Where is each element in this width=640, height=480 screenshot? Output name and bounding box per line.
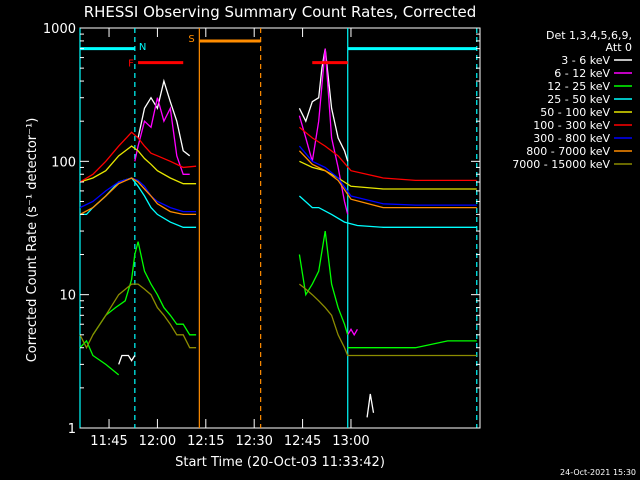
series-7000-15000-kev: [79, 283, 477, 357]
night-label: N: [139, 42, 146, 53]
series-line: [298, 48, 349, 215]
series-line: [79, 177, 197, 213]
annotation-group: NF S: [80, 34, 477, 70]
x-tick-label: 11:45: [90, 434, 127, 449]
y-axis-ticks: 1 10 100 1000: [43, 22, 480, 437]
series-100-300-kev: [79, 126, 477, 183]
series-line: [347, 328, 358, 337]
plot-frame: [79, 27, 481, 429]
series-line: [79, 145, 197, 185]
series-line: [92, 241, 197, 336]
series-line: [298, 230, 349, 335]
x-tick-label: 12:45: [284, 434, 321, 449]
legend-label: 12 - 25 keV: [547, 80, 610, 93]
series-line: [298, 195, 477, 228]
x-axis-ticks: 11:45 12:00 12:15 12:30 12:45 13:00: [90, 28, 370, 449]
series-25-50-kev: [80, 177, 477, 228]
legend-label: 3 - 6 keV: [561, 54, 610, 67]
series-12-25-kev: [79, 230, 477, 376]
series-line: [137, 78, 191, 157]
y-tick-label: 100: [51, 155, 76, 170]
series-line: [347, 340, 477, 349]
series-line: [79, 177, 197, 216]
series-line: [298, 150, 477, 209]
series-line: [134, 97, 190, 175]
y-tick-label: 10: [59, 289, 76, 304]
y-axis-label: Corrected Count Rate (s⁻¹ detector⁻¹): [25, 118, 40, 363]
legend-label: 7000 - 15000 keV: [512, 158, 610, 171]
x-tick-label: 12:15: [187, 434, 224, 449]
chart-title: RHESSI Observing Summary Count Rates, Co…: [84, 3, 477, 21]
x-tick-label: 12:30: [235, 434, 272, 449]
plot-border: [79, 27, 481, 429]
y-tick-label: 1: [68, 422, 76, 437]
series-line: [298, 48, 349, 162]
series-line: [366, 393, 375, 418]
legend-label: 800 - 7000 keV: [526, 145, 610, 158]
series-3-6-kev: [118, 48, 375, 418]
legend-header: Det 1,3,4,5,6,9,: [546, 29, 632, 42]
saa-label: S: [188, 34, 194, 45]
series-group: [79, 48, 477, 418]
x-axis-label: Start Time (20-Oct-03 11:33:42): [175, 455, 385, 470]
series-line: [299, 160, 477, 190]
legend-label: 6 - 12 keV: [554, 67, 610, 80]
y-tick-label: 1000: [43, 22, 76, 37]
series-line: [298, 126, 477, 182]
series-line: [79, 283, 197, 350]
series-6-12-kev: [134, 48, 358, 337]
generation-timestamp: 24-Oct-2021 15:30: [560, 468, 636, 477]
series-line: [298, 145, 477, 206]
legend-label: 100 - 300 keV: [533, 119, 610, 132]
x-tick-label: 12:00: [139, 434, 176, 449]
series-line: [298, 283, 477, 357]
series-50-100-kev: [79, 145, 477, 190]
series-300-800-kev: [79, 145, 477, 213]
x-tick-label: 13:00: [332, 434, 369, 449]
legend-label: 300 - 800 keV: [533, 132, 610, 145]
series-line: [80, 177, 197, 228]
series-line: [79, 131, 197, 183]
legend-label: 25 - 50 keV: [547, 93, 610, 106]
series-800-7000-kev: [79, 150, 477, 216]
legend-label: 50 - 100 keV: [540, 106, 610, 119]
series-line: [118, 354, 136, 365]
legend-header: Att 0: [606, 41, 632, 54]
vertical-markers: [79, 28, 478, 428]
flare-label: F: [128, 59, 134, 70]
